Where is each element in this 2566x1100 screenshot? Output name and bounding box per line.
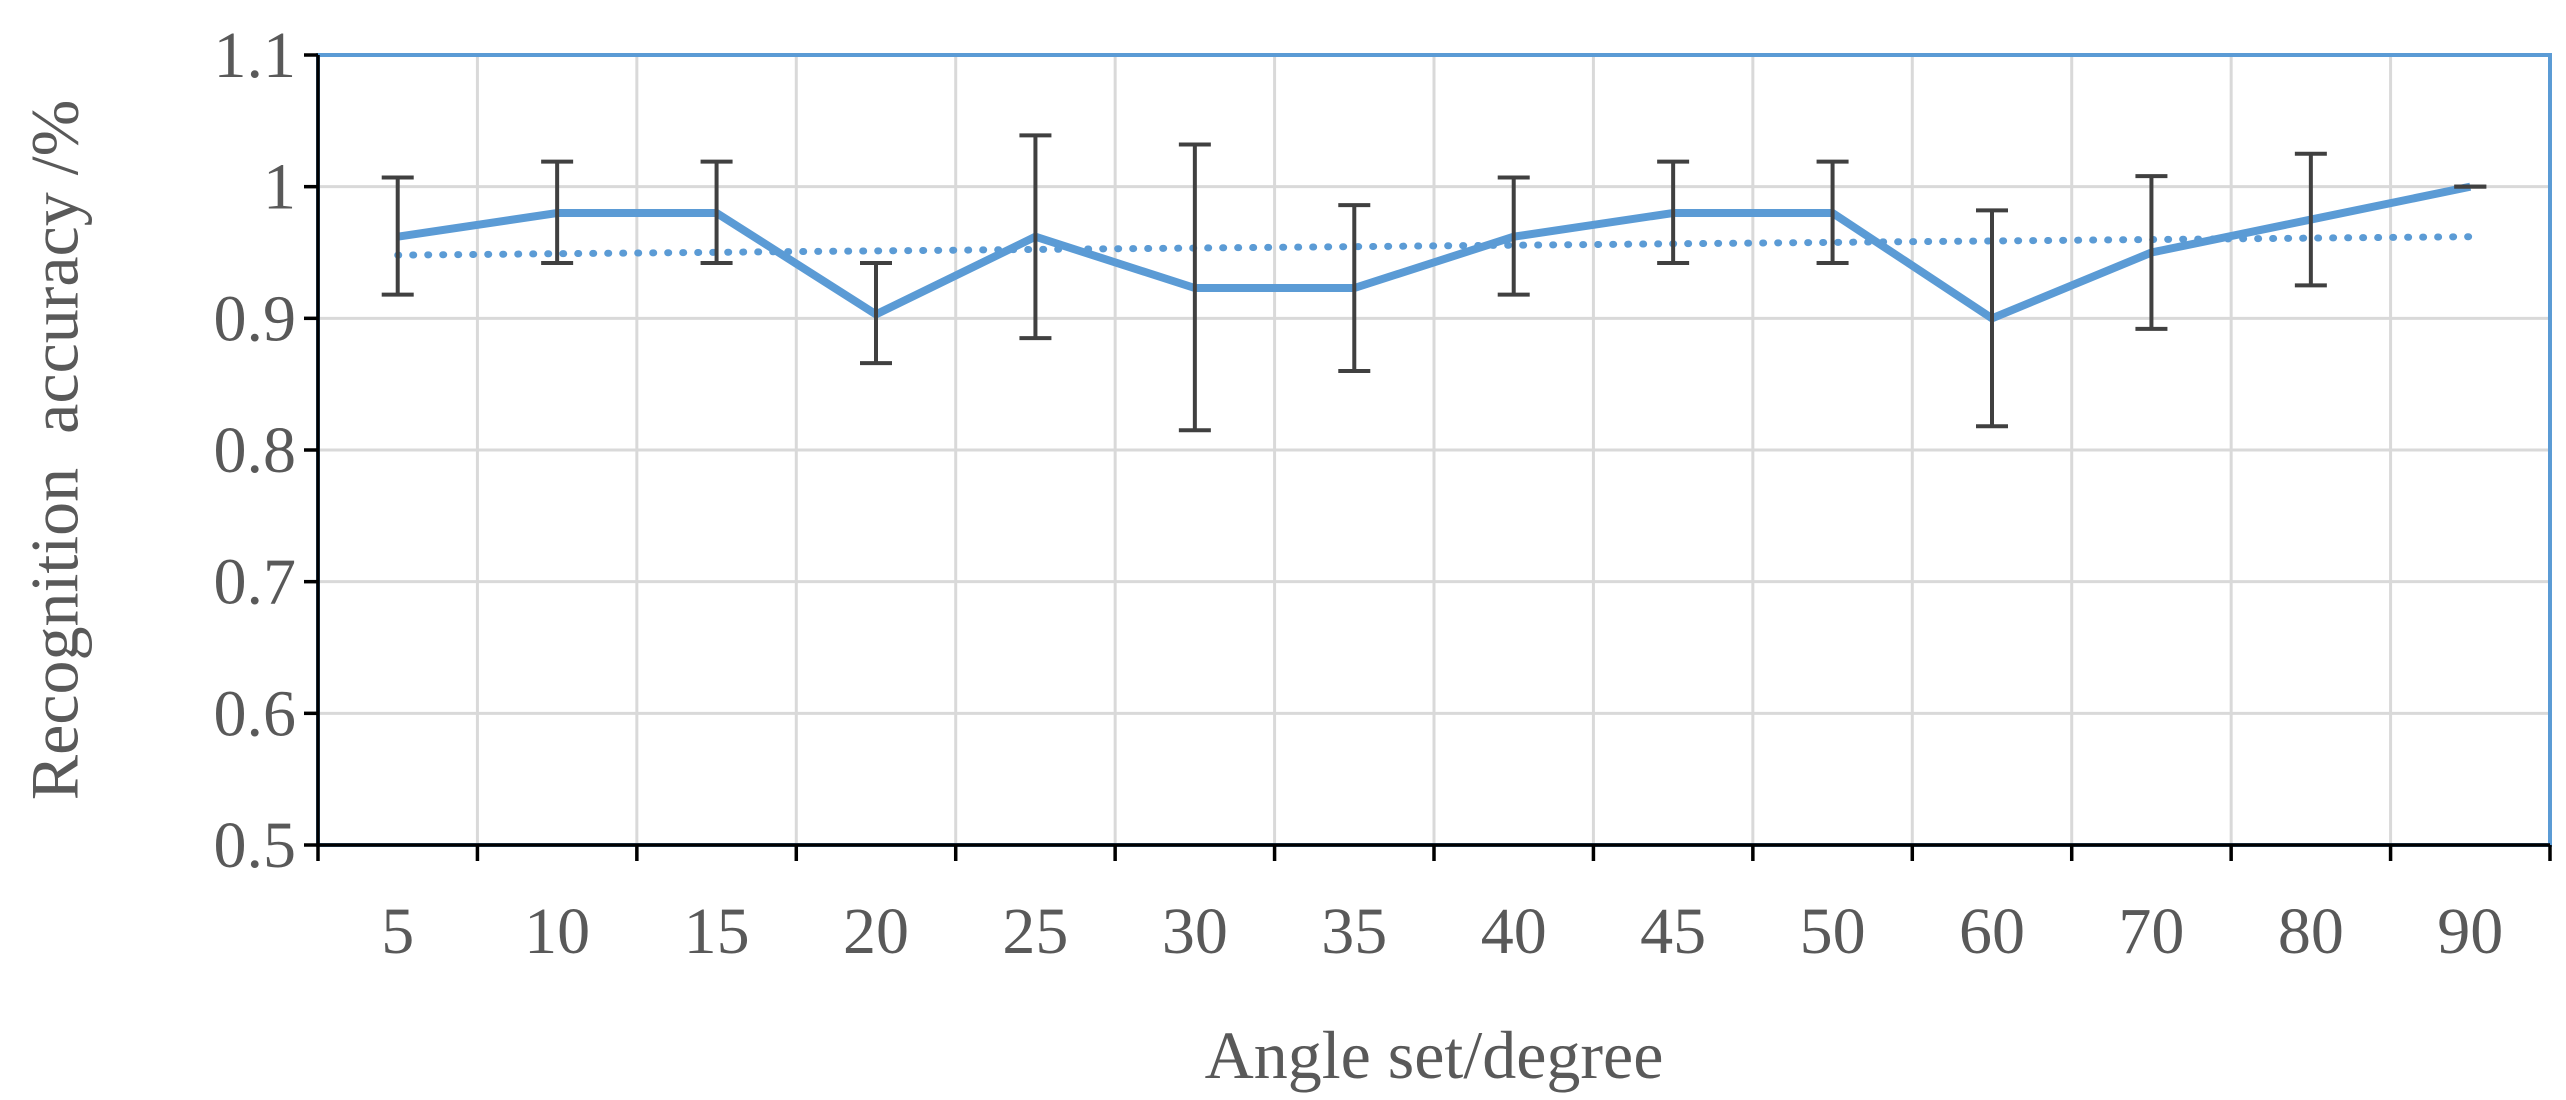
x-tick-label: 40	[1481, 895, 1547, 968]
y-tick-label: 1.1	[214, 19, 297, 92]
error-bar	[1019, 133, 1052, 341]
x-tick-label: 20	[843, 895, 909, 968]
x-tick-label: 80	[2278, 895, 2344, 968]
trendline	[394, 233, 2474, 259]
x-tick-label: 50	[1800, 895, 1866, 968]
error-bar	[1657, 159, 1690, 266]
x-tick-label: 25	[1002, 895, 1068, 968]
y-tick-label: 0.7	[214, 546, 297, 619]
error-bar	[381, 175, 414, 297]
error-bar	[2294, 151, 2327, 288]
y-axis-title: Recognition accuracy /%	[17, 100, 93, 801]
error-bar	[1497, 175, 1530, 297]
x-tick-label: 30	[1162, 895, 1228, 968]
x-tick-label: 5	[381, 895, 414, 968]
error-bars	[381, 133, 2487, 433]
error-bar	[1178, 142, 1211, 433]
error-bar	[1816, 159, 1849, 266]
x-tick-label: 70	[2118, 895, 2184, 968]
y-tick-label: 0.5	[214, 809, 297, 882]
error-bar	[2135, 174, 2168, 331]
tick-labels: 0.5 0.6 0.7 0.8 0.9 1 1.1 5 10 15 20 25 30 35 40 45 50 60…	[214, 19, 2504, 968]
trendline-group	[394, 233, 2474, 259]
x-tick-label: 90	[2437, 895, 2503, 968]
x-tick-label: 15	[684, 895, 750, 968]
x-tick-label: 35	[1321, 895, 1387, 968]
y-tick-label: 1	[263, 151, 296, 224]
y-tick-label: 0.8	[214, 414, 297, 487]
error-bar	[541, 159, 574, 266]
grid	[318, 53, 2550, 847]
error-bar	[1976, 208, 2008, 429]
y-tick-label: 0.9	[214, 282, 297, 355]
x-tick-label: 10	[524, 895, 590, 968]
series-line	[397, 182, 2472, 323]
error-bar	[860, 261, 892, 366]
axes	[304, 53, 2552, 861]
error-bar	[1338, 203, 1371, 373]
x-tick-label: 45	[1640, 895, 1706, 968]
error-bar	[700, 159, 733, 266]
y-tick-label: 0.6	[214, 677, 297, 750]
x-axis-title: Angle set/degree	[1205, 1017, 1664, 1093]
x-tick-label: 60	[1959, 895, 2025, 968]
